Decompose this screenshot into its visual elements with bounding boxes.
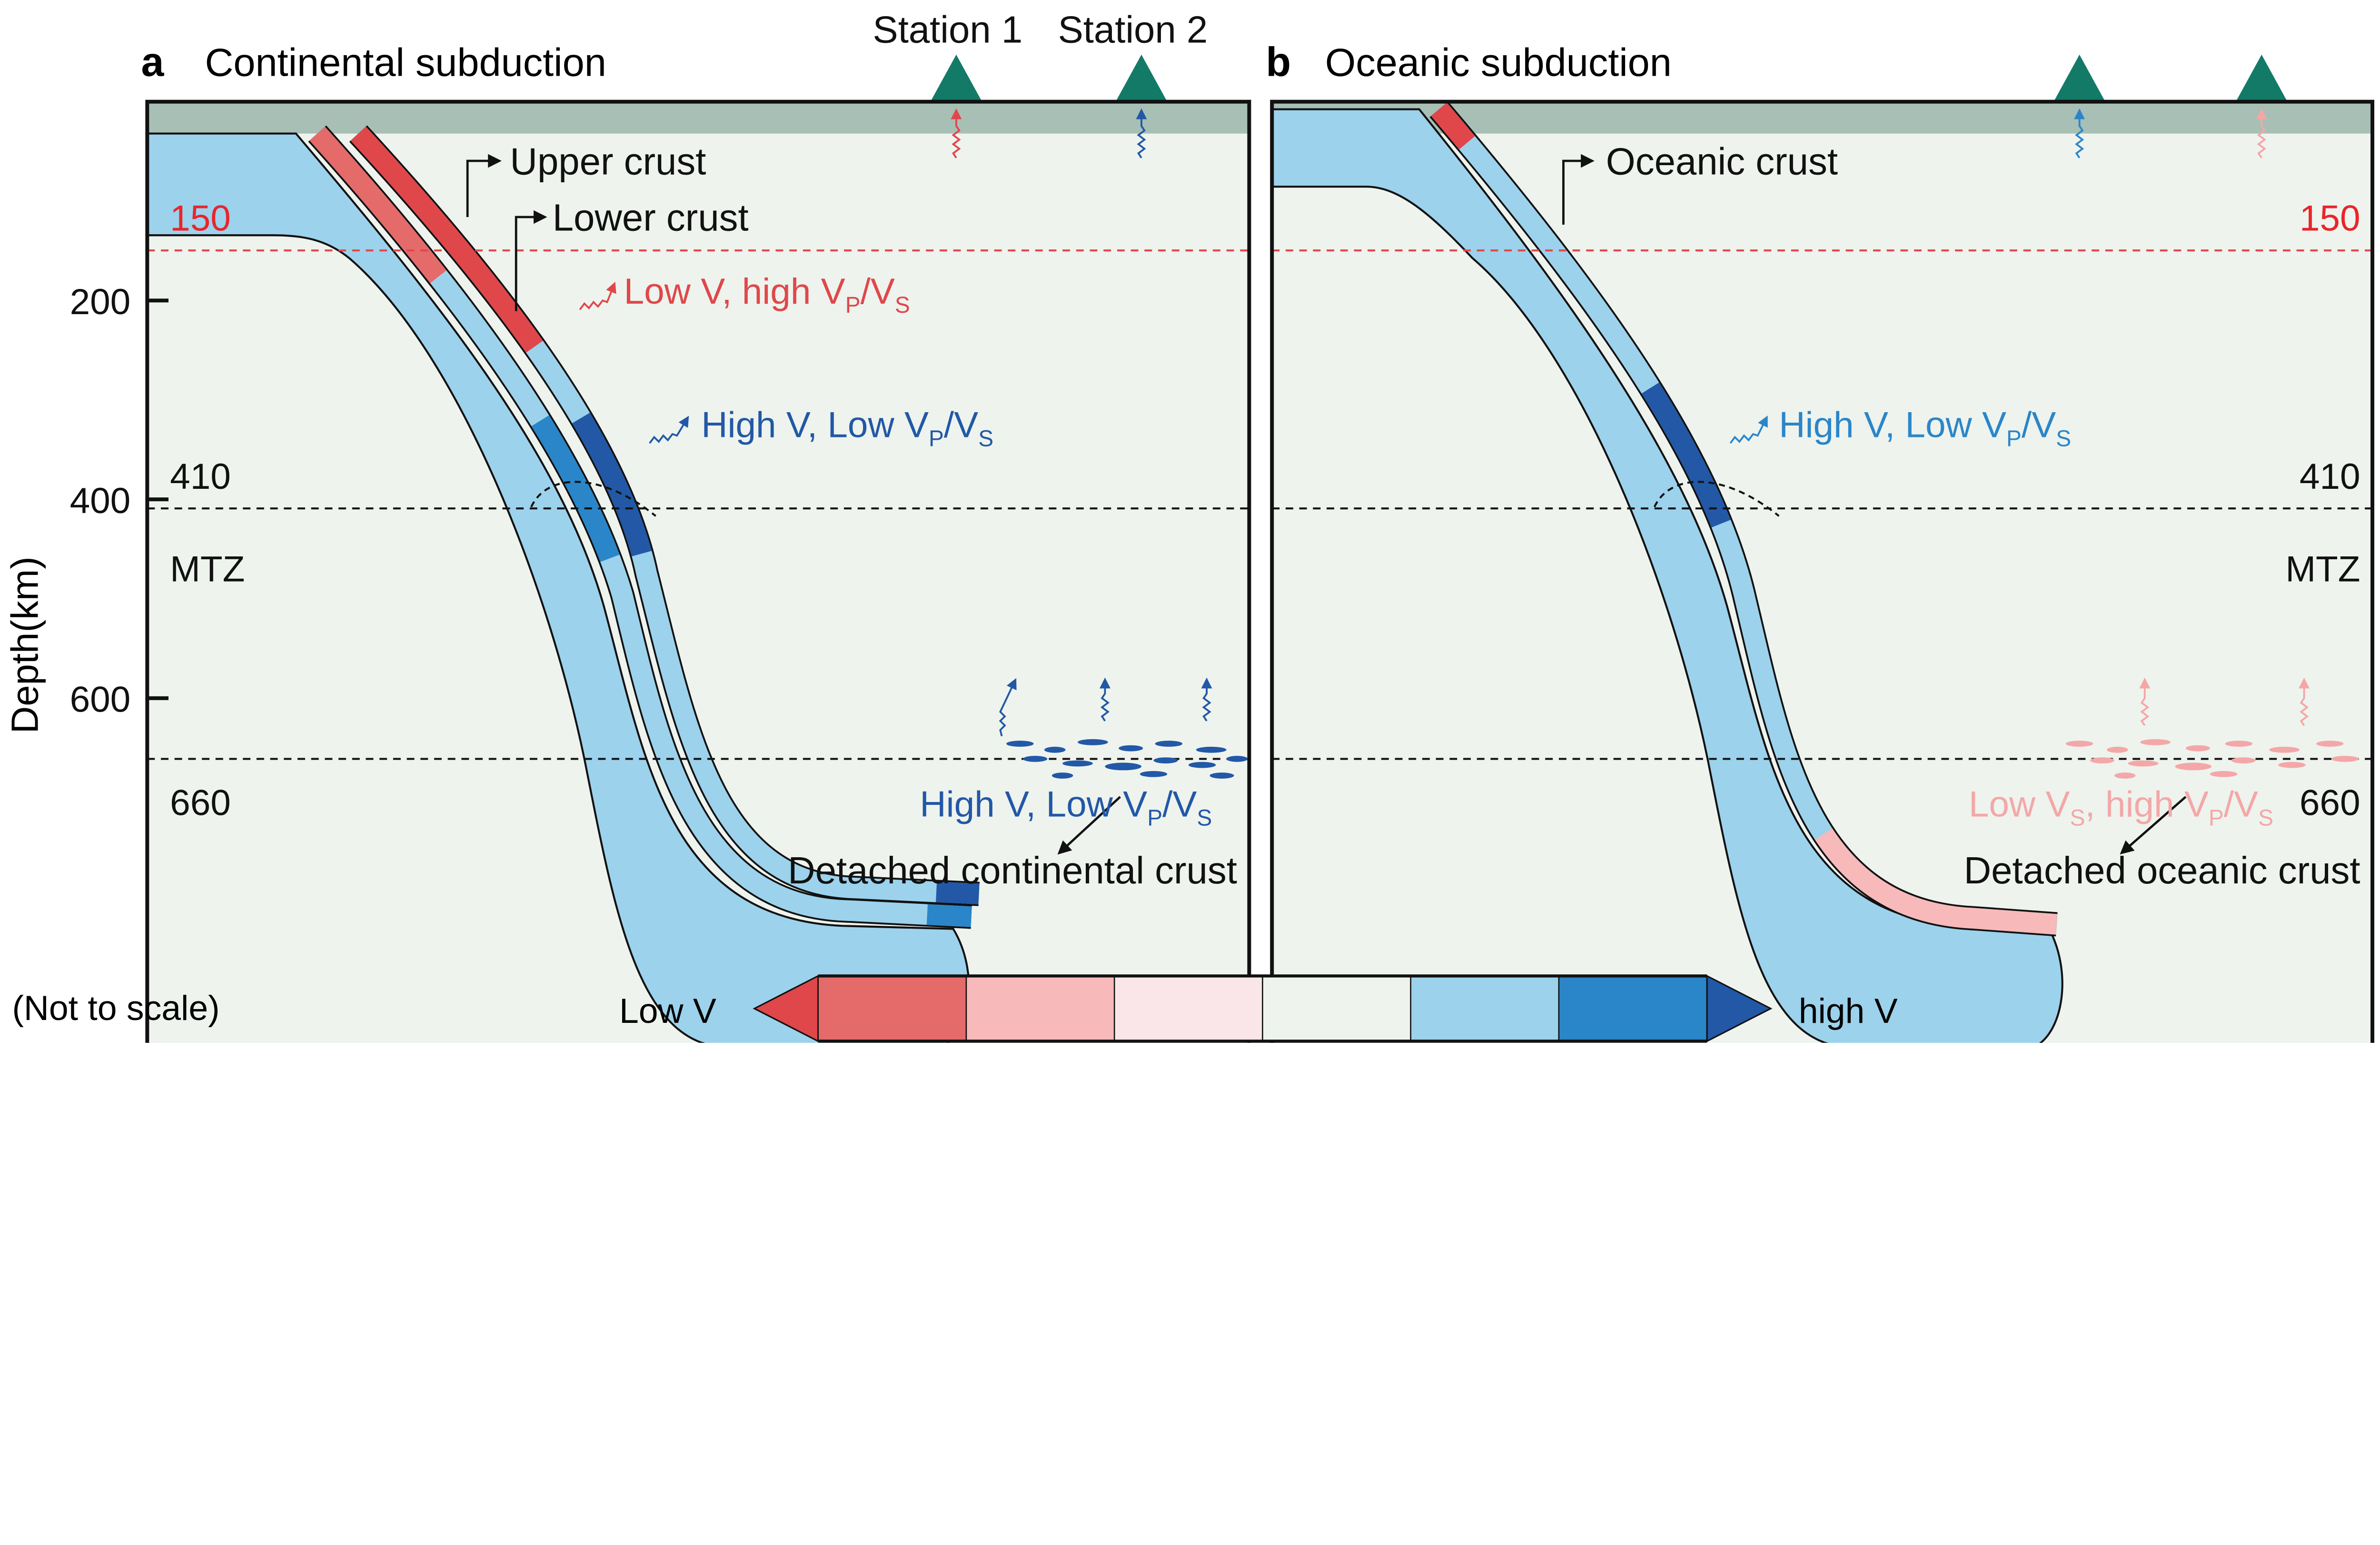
tick-600: 600 [70, 680, 131, 720]
ray-arrow-tip [999, 678, 1017, 737]
mtz-label: MTZ [2285, 549, 2360, 589]
oceanic-crust-label: Oceanic crust [1606, 140, 1838, 183]
annotation-low-vs: Low VS, high VP/VS [1969, 784, 2273, 831]
depth-axis: Depth(km) 200 400 600 800 [4, 282, 1293, 733]
upper-crust-leader [466, 154, 502, 217]
colorbar-cell [1410, 975, 1560, 1042]
colorbar-high-label: high V [1799, 991, 1898, 1030]
colorbar-cell [817, 975, 967, 1042]
panel-b: b Oceanic subduction [1266, 39, 2375, 1043]
ray-arrow-station-1 [951, 108, 962, 158]
detached-continental-crust [1006, 739, 1248, 779]
station-1-icon [930, 54, 982, 102]
lower-crust-label: Lower crust [553, 197, 749, 239]
colorbar-low-label: Low V [619, 991, 716, 1030]
depth-410-label: 410 [170, 456, 231, 497]
ray-arrow-detached-1 [2139, 677, 2151, 726]
lower-crust [309, 127, 972, 927]
panel-a-frame [145, 99, 1251, 1043]
colorbar-high-arrow [1706, 974, 1773, 1043]
ray-arrow-high-v [1729, 416, 1768, 444]
annotation-high-v: High V, Low VP/VS [701, 405, 993, 451]
upper-crust-label: Upper crust [510, 140, 706, 183]
annotation-high-v: High V, Low VP/VS [1779, 405, 2071, 451]
lower-crust-leader [515, 210, 547, 311]
depth-axis-label: Depth(km) [4, 556, 46, 733]
ray-arrow-high-v [649, 416, 689, 444]
station-2-icon [2236, 54, 2288, 102]
station-1-label: Station 1 [873, 8, 1023, 50]
oceanic-crust-low-vs-segment [1431, 102, 2058, 935]
ray-arrow-detached-2 [2299, 677, 2310, 726]
detached-oceanic-label: Detached oceanic crust [1964, 849, 2360, 891]
detached-continental-label: Detached continental crust [788, 849, 1237, 891]
upper-crust-low-v-segment [350, 126, 980, 904]
phase-boundary-arc [530, 481, 656, 517]
oceanic-slab-mantle [1272, 108, 2063, 1043]
ray-arrow-detached-1 [1099, 677, 1111, 722]
subduction-diagram: a Continental subduction Station 1 Stati… [4, 8, 2375, 1043]
ray-arrow-low-v [579, 282, 616, 310]
colorbar-cell [965, 975, 1115, 1042]
oceanic-crust-leader [1562, 154, 1595, 225]
tick-400: 400 [70, 481, 131, 521]
annotation-low-v: Low V, high VP/VS [624, 271, 910, 318]
detached-leader [1057, 796, 1121, 855]
depth-660-label: 660 [2300, 782, 2360, 823]
panel-a-letter: a [141, 39, 165, 85]
panel-a-title: Continental subduction [205, 40, 606, 84]
station-2-label: Station 2 [1058, 8, 1208, 50]
panel-b-letter: b [1266, 39, 1291, 85]
phase-boundary-arc [1653, 481, 1780, 517]
ray-arrow-station-1 [2074, 108, 2085, 158]
detached-oceanic-crust [2065, 739, 2359, 779]
station-2-icon [1115, 54, 1168, 102]
panel-b-title: Oceanic subduction [1325, 40, 1672, 84]
colorbar: Low V high V [619, 974, 1898, 1043]
ray-arrow-detached-2 [1201, 677, 1212, 722]
surface-band [147, 101, 1250, 134]
panel-a: a Continental subduction Station 1 Stati… [141, 8, 1251, 1043]
annotation-high-v-deep: High V, Low VP/VS [920, 784, 1212, 831]
depth-660-label: 660 [170, 782, 231, 823]
colorbar-cell [1113, 975, 1263, 1042]
colorbar-cell [1558, 975, 1708, 1042]
mtz-label: MTZ [170, 549, 245, 589]
station-1-icon [2053, 54, 2105, 102]
ray-arrow-station-2 [1136, 108, 1147, 158]
ray-arrow-station-2 [2256, 108, 2267, 158]
detached-leader [2120, 796, 2187, 855]
panel-b-frame [1270, 99, 2375, 1043]
not-to-scale-note: (Not to scale) [12, 989, 220, 1028]
depth-150-label: 150 [170, 198, 231, 239]
depth-150-label: 150 [2300, 198, 2360, 239]
tick-200: 200 [70, 282, 131, 322]
depth-410-label: 410 [2300, 456, 2360, 497]
colorbar-cell [1262, 975, 1411, 1042]
